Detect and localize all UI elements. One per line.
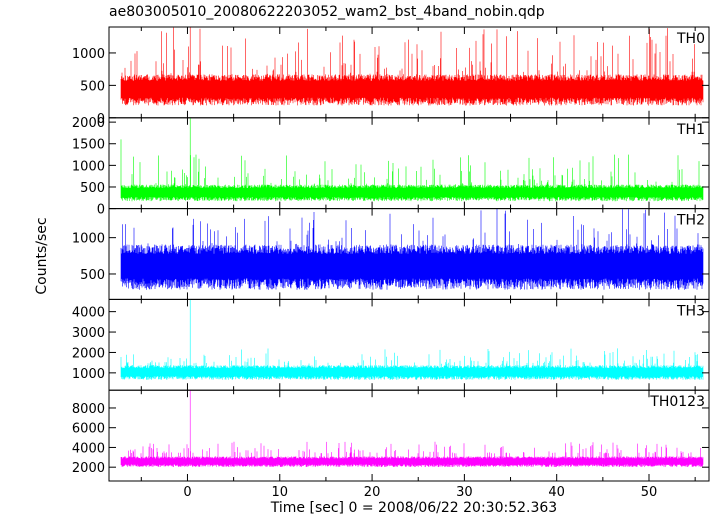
y-tick-label: 3000 [72, 326, 105, 341]
y-tick-label: 500 [80, 181, 105, 196]
y-tick-label: 8000 [72, 402, 105, 417]
y-tick-label: 4000 [72, 306, 105, 321]
y-tick-label: 2000 [72, 461, 105, 476]
series-th2 [120, 208, 704, 290]
x-tick-label: 30 [456, 485, 473, 500]
y-tick-label: 1000 [72, 47, 105, 62]
panel-th3: 1000 2000 3000 4000 TH3 [72, 298, 710, 391]
y-axis-label: Counts/sec [34, 217, 50, 294]
x-tick-label: 10 [271, 485, 288, 500]
y-tick-label: 1000 [72, 232, 105, 247]
panel-th0: 0 500 1000 TH0 [72, 26, 710, 127]
panel-th1: 0 500 1000 1500 2000 TH1 [72, 116, 710, 218]
y-tick-label: 0 [97, 112, 105, 127]
panel-label: TH0 [676, 31, 705, 47]
y-tick-label: 2000 [72, 116, 105, 131]
panel-label: TH0123 [649, 394, 705, 410]
y-tick-label: 500 [80, 79, 105, 94]
chart-title: ae803005010_20080622203052_wam2_bst_4ban… [109, 4, 545, 20]
y-tick-label: 500 [80, 268, 105, 283]
series-th3 [120, 299, 704, 380]
y-tick-label: 0 [97, 203, 105, 218]
x-tick-label: 20 [364, 485, 381, 500]
panel-th2: 500 1000 TH2 [72, 208, 710, 300]
panel-label: TH2 [676, 213, 705, 229]
x-tick-label: 50 [641, 485, 658, 500]
panel-label: TH3 [676, 303, 705, 319]
series-th0123 [120, 390, 704, 467]
y-tick-label: 2000 [72, 346, 105, 361]
panel-label: TH1 [676, 122, 705, 138]
x-axis-label: Time [sec] 0 = 2008/06/22 20:30:52.363 [270, 500, 557, 516]
y-tick-label: 1000 [72, 367, 105, 382]
x-tick-label: 0 [183, 485, 191, 500]
panel-th0123: 2000 4000 6000 8000 TH0123 [72, 389, 710, 482]
series-th1 [120, 117, 704, 202]
x-tick-label: 40 [548, 485, 565, 500]
y-tick-label: 1000 [72, 159, 105, 174]
series-th0 [120, 27, 704, 106]
panel-frame [108, 389, 710, 482]
y-tick-label: 4000 [72, 441, 105, 456]
y-tick-label: 1500 [72, 138, 105, 153]
y-tick-label: 6000 [72, 422, 105, 437]
